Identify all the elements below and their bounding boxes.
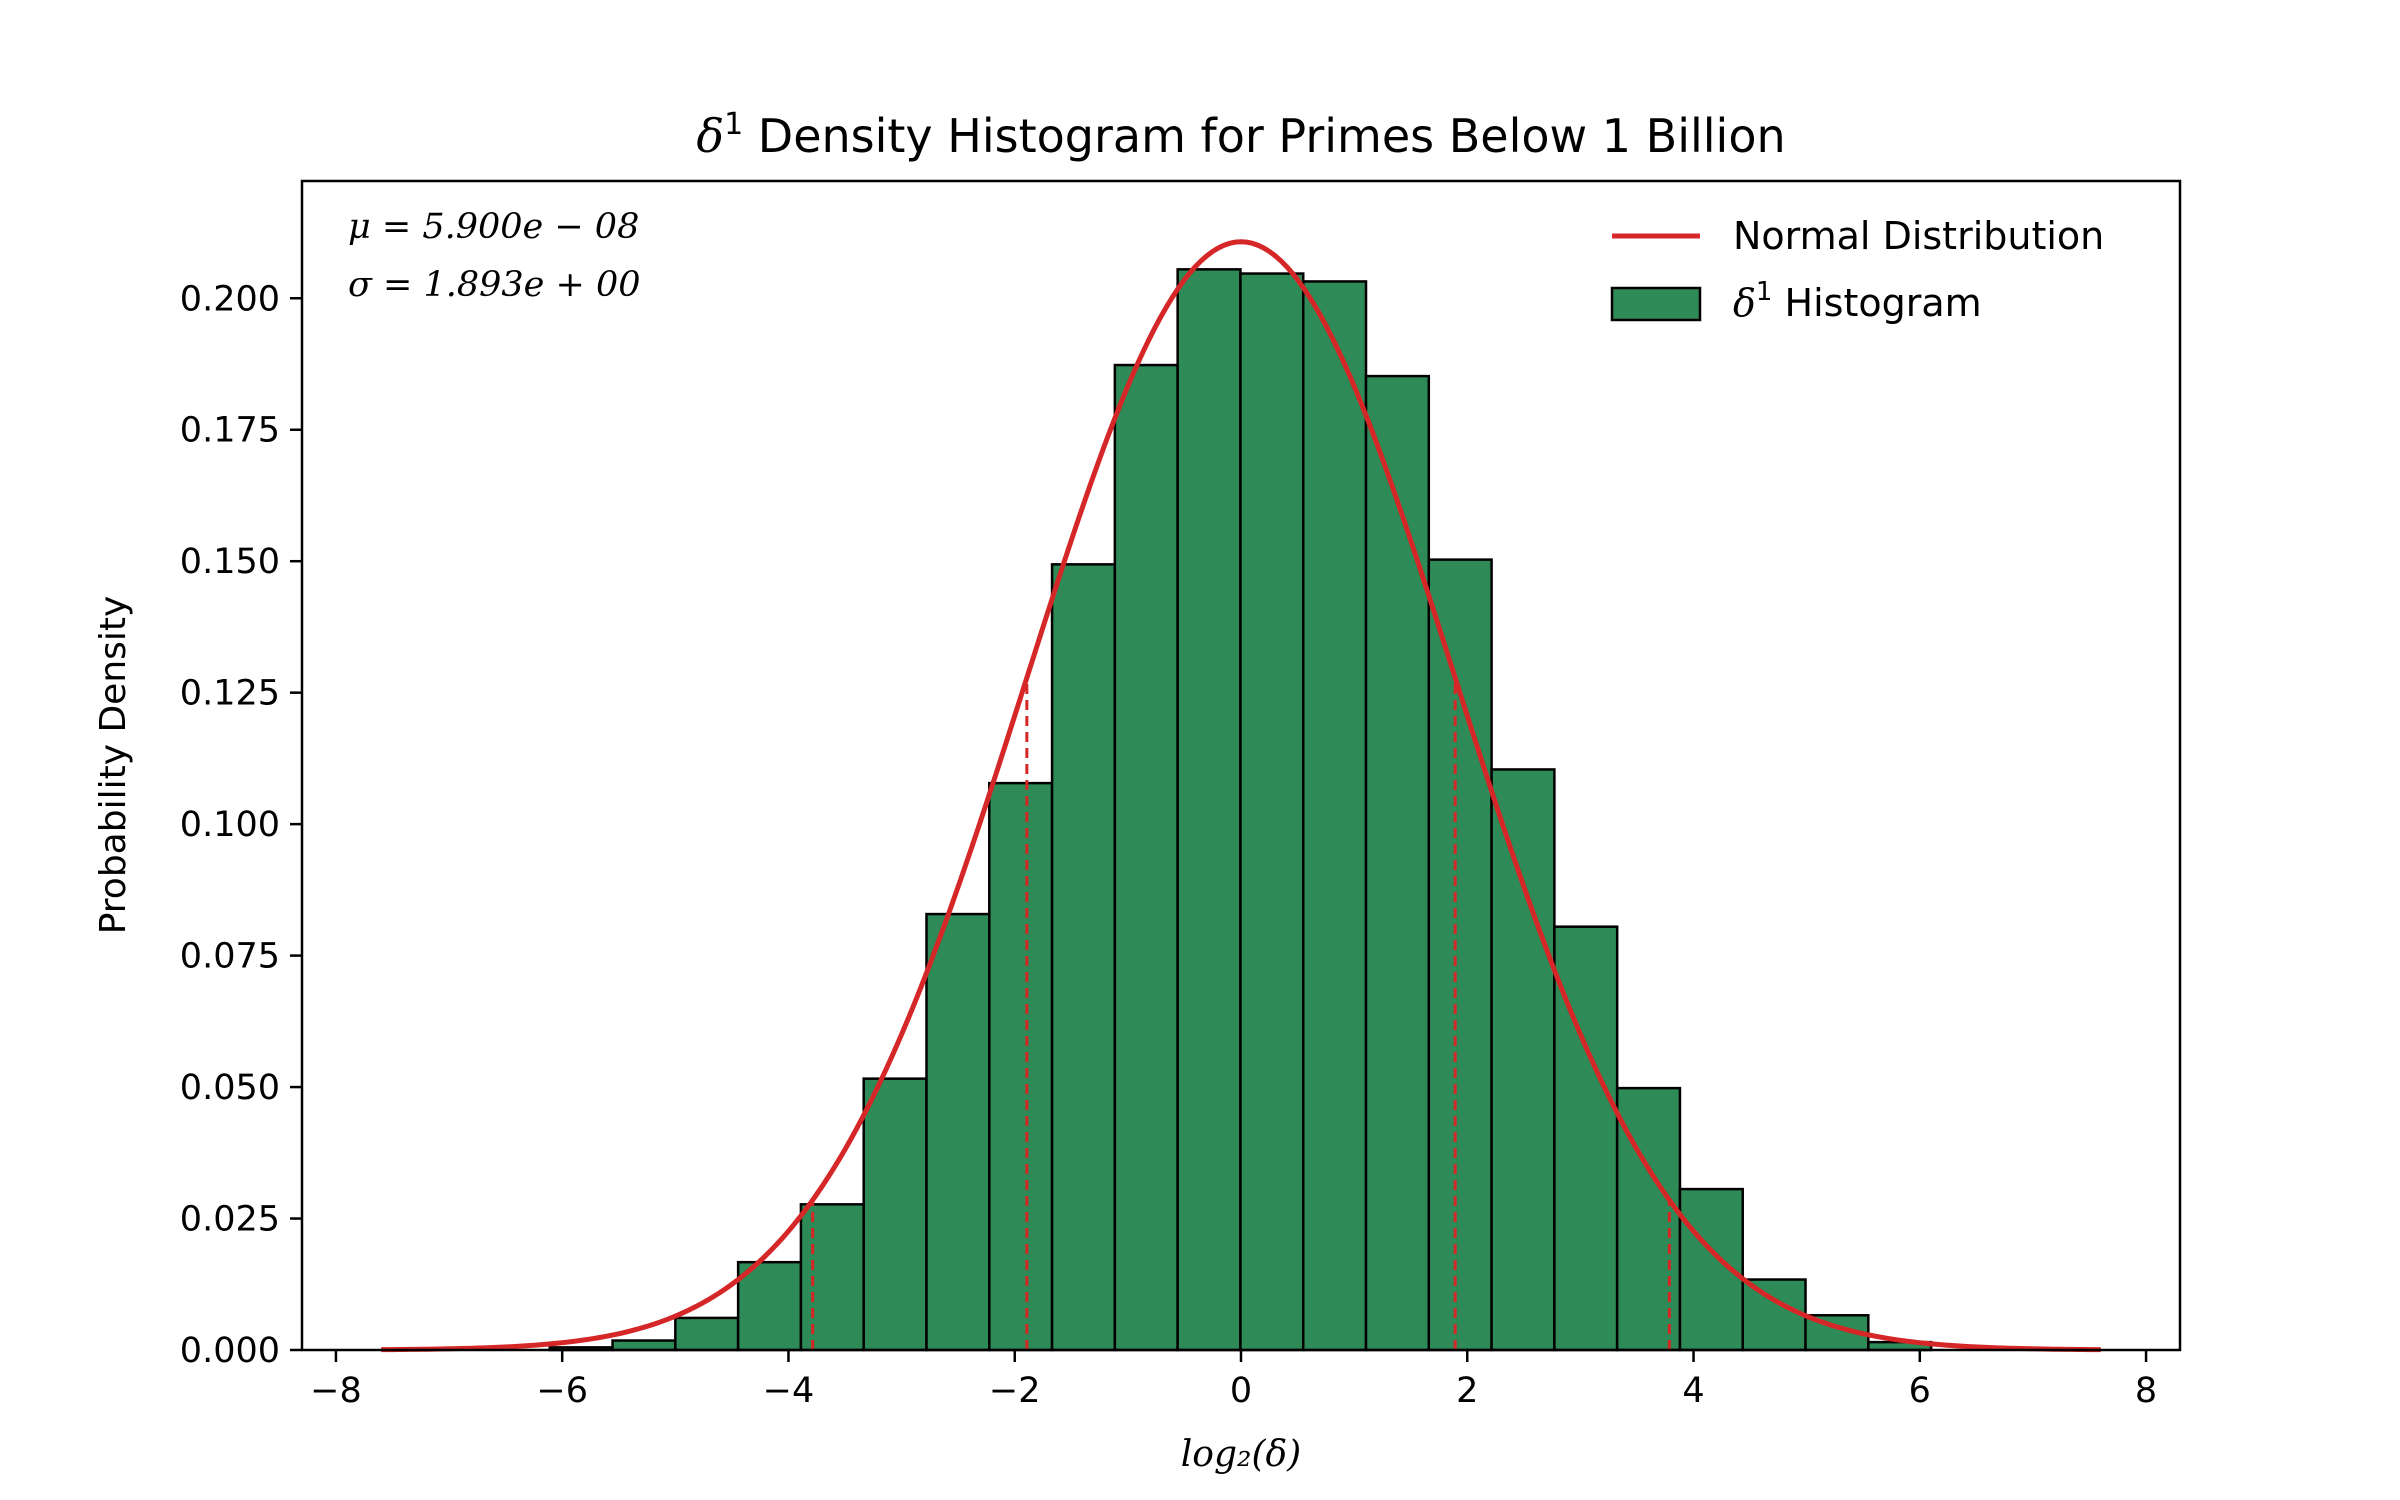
histogram-bar: [1239, 272, 1305, 1352]
legend-histogram-swatch: [1610, 286, 1702, 322]
histogram-bar: [925, 912, 991, 1352]
x-tick-label: −4: [763, 1371, 815, 1411]
x-tick-label: 8: [2135, 1371, 2157, 1411]
x-tick-label: 6: [1909, 1371, 1931, 1411]
histogram-bar: [1050, 563, 1117, 1352]
y-tick-label: 0.200: [180, 279, 280, 319]
x-tick-label: 4: [1682, 1371, 1704, 1411]
y-tick-label: 0.075: [180, 937, 280, 977]
y-tick-label: 0.150: [180, 542, 280, 582]
x-tick-label: 2: [1456, 1371, 1478, 1411]
histogram-bar: [1741, 1278, 1807, 1352]
x-axis-label: log₂(δ): [1181, 1434, 1301, 1475]
x-tick-label: −8: [310, 1371, 362, 1411]
legend: Normal Distribution δ1 Histogram: [1610, 214, 2104, 325]
x-tick-label: 0: [1230, 1371, 1252, 1411]
sigma-lines: [811, 677, 1671, 1350]
y-tick-label: 0.000: [180, 1331, 280, 1371]
y-axis-label: Probability Density: [93, 596, 134, 935]
y-tick-label: 0.050: [180, 1068, 280, 1108]
histogram-bar: [674, 1316, 740, 1352]
y-tick-label: 0.125: [180, 674, 280, 714]
histogram-bar: [1301, 280, 1368, 1352]
histogram-bar: [1364, 374, 1431, 1352]
sigma-annotation: σ = 1.893e + 00: [348, 265, 641, 305]
chart-title: δ1 Density Histogram for Primes Below 1 …: [696, 107, 1785, 163]
mu-annotation: μ = 5.900e − 08: [348, 207, 639, 247]
normal-distribution-curve: [381, 239, 2101, 1353]
legend-histogram-label: δ1 Histogram: [1733, 277, 1982, 325]
histogram-bar: [1427, 558, 1493, 1352]
histogram-bars: [548, 268, 1933, 1352]
x-tick-label: −6: [536, 1371, 588, 1411]
x-tick-label: −2: [989, 1371, 1041, 1411]
histogram-bar: [1176, 268, 1242, 1352]
histogram-bar: [1113, 363, 1179, 1352]
y-tick-label: 0.100: [180, 805, 280, 845]
y-tick-label: 0.175: [180, 411, 280, 451]
y-tick-label: 0.025: [180, 1200, 280, 1240]
y-axis-ticks: 0.000 0.025 0.050 0.075 0.100 0.125 0.150 0.175…: [180, 279, 302, 1371]
legend-normal-label: Normal Distribution: [1733, 214, 2104, 258]
histogram-bar: [799, 1203, 865, 1352]
histogram-bar: [1490, 768, 1556, 1352]
histogram-bar: [736, 1260, 803, 1352]
x-axis-ticks: −8 −6 −4 −2 0 2 4 6 8: [310, 1350, 2157, 1411]
histogram-bar: [611, 1339, 677, 1352]
histogram-bar: [862, 1077, 928, 1352]
histogram-bar: [988, 781, 1054, 1352]
